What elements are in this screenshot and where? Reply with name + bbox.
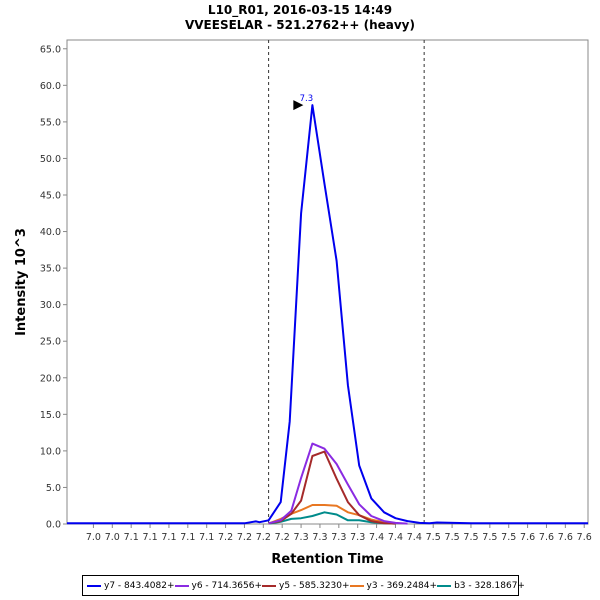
chart-legend: y7 - 843.4082+ y6 - 714.3656+ y5 - 585.323… [82, 575, 525, 596]
legend-item: y3 - 369.2484+ [349, 580, 438, 591]
x-tick-label: 7.4 [407, 532, 422, 543]
y-tick-label: 35.0 [40, 264, 61, 275]
y-tick-label: 55.0 [40, 117, 61, 128]
peak-marker [293, 100, 304, 111]
x-tick-label: 7.0 [105, 532, 120, 543]
x-tick-label: 7.0 [86, 532, 101, 543]
y-tick-label: 40.0 [40, 227, 61, 238]
x-tick-label: 7.3 [294, 532, 309, 543]
x-tick-label: 7.6 [577, 532, 592, 543]
x-tick-label: 7.2 [237, 532, 252, 543]
legend-label: b3 - 328.1867+ [454, 580, 525, 591]
y-tick-label: 15.0 [40, 410, 61, 421]
x-axis-label: Retention Time [271, 552, 383, 567]
legend-item: y5 - 585.3230+ [262, 581, 350, 591]
series-line-2 [268, 442, 408, 525]
legend-swatch [87, 584, 101, 587]
plot-area [66, 39, 589, 525]
legend-swatch [437, 584, 452, 587]
y-tick-label: 10.0 [40, 446, 61, 457]
y-tick-label: 20.0 [40, 373, 61, 384]
x-tick-label: 7.6 [558, 532, 573, 543]
legend-label: y3 - 369.2484+ [366, 580, 438, 591]
legend-item: b3 - 328.1867+ [437, 581, 525, 591]
x-tick-label: 7.1 [199, 532, 214, 543]
chart-subtitle: VVEESELAR - 521.2762++ (heavy) [184, 18, 415, 32]
x-tick-label: 7.1 [161, 532, 176, 543]
peak-label: 7.3 [300, 94, 314, 104]
x-tick-label: 7.5 [501, 532, 516, 543]
x-tick-label: 7.3 [350, 532, 365, 543]
legend-label: y7 - 843.4082+ [104, 580, 175, 591]
x-tick-label: 7.4 [369, 532, 384, 543]
legend-item: y7 - 843.4082+ [87, 581, 175, 591]
chart-title: L10_R01, 2016-03-15 14:49 [207, 3, 393, 17]
x-tick-label: 7.2 [275, 532, 290, 543]
x-tick-label: 7.5 [482, 532, 497, 543]
x-tick-label: 7.5 [445, 532, 460, 543]
x-tick-label: 7.3 [312, 532, 327, 543]
x-tick-label: 7.2 [256, 532, 271, 543]
x-tick-label: 7.3 [331, 532, 346, 543]
x-tick-label: 7.6 [520, 532, 535, 543]
y-tick-label: 5.0 [46, 483, 61, 494]
legend-swatch [174, 584, 189, 587]
series-line-3 [268, 450, 396, 525]
x-tick-label: 7.2 [218, 532, 233, 543]
y-tick-label: 50.0 [40, 154, 61, 165]
legend-label: y5 - 585.3230+ [279, 580, 350, 591]
y-tick-label: 0.0 [46, 520, 61, 531]
y-tick-label: 60.0 [40, 81, 61, 92]
y-axis-label: Intensity 10^3 [14, 228, 29, 336]
x-tick-label: 7.5 [463, 532, 478, 543]
y-tick-label: 45.0 [40, 190, 61, 201]
x-tick-label: 7.1 [143, 532, 158, 543]
x-tick-label: 7.1 [180, 532, 195, 543]
legend-swatch [349, 584, 364, 587]
y-tick-label: 25.0 [40, 337, 61, 348]
legend-label: y6 - 714.3656+ [191, 580, 263, 591]
y-tick-label: 30.0 [40, 300, 61, 311]
series-line-1 [67, 104, 588, 525]
legend-item: y6 - 714.3656+ [174, 580, 263, 591]
legend-swatch [262, 584, 277, 587]
x-tick-label: 7.1 [124, 532, 139, 543]
y-tick-label: 65.0 [40, 44, 61, 55]
x-tick-label: 7.4 [388, 532, 403, 543]
x-tick-label: 7.6 [539, 532, 554, 543]
x-tick-label: 7.5 [426, 532, 441, 543]
